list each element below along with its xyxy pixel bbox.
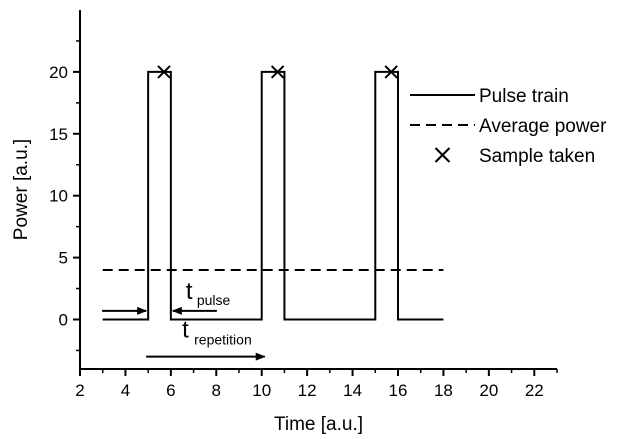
legend-label: Sample taken [479, 146, 595, 167]
x-axis-title: Time [a.u.] [274, 414, 363, 435]
x-tick-label: 4 [121, 381, 130, 400]
x-tick-label: 8 [212, 381, 221, 400]
x-tick-label: 2 [75, 381, 84, 400]
x-marker-stroke [270, 65, 285, 79]
x-marker-stroke [384, 65, 398, 79]
x-tick-label: 6 [166, 381, 175, 400]
y-tick-label: 15 [49, 125, 68, 144]
sample-marker [384, 65, 398, 79]
sample-marker [157, 65, 171, 79]
x-tick-label: 14 [343, 381, 362, 400]
legend: Pulse train Average power Sample taken [410, 86, 607, 167]
x-tick-label: 10 [252, 381, 271, 400]
pulse-train-line [102, 70, 444, 321]
x-marker-stroke [157, 65, 171, 79]
pulse-label-sub: pulse [197, 292, 231, 308]
y-tick-label: 5 [59, 249, 68, 268]
x-tick-label: 12 [298, 381, 317, 400]
y-tick-label: 0 [59, 310, 68, 329]
repetition-label-t: t [182, 317, 189, 344]
pulse-label-t: t [186, 278, 193, 305]
x-tick-label: 20 [479, 381, 498, 400]
x-tick-label: 16 [389, 381, 408, 400]
series-layer [102, 65, 444, 321]
axes: 2 4 6 8 10 12 14 16 18 20 22 0 5 10 15 20 [49, 10, 558, 400]
sample-marker [270, 65, 285, 79]
y-tick-label: 20 [49, 63, 68, 82]
legend-label: Average power [479, 116, 607, 137]
y-tick-label: 10 [49, 187, 68, 206]
repetition-label-sub: repetition [194, 332, 252, 348]
x-marker-stroke [434, 147, 451, 163]
legend-label: Pulse train [479, 86, 569, 107]
x-tick-label: 18 [434, 381, 453, 400]
x-tick-label: 22 [525, 381, 544, 400]
y-axis-title: Power [a.u.] [11, 139, 32, 240]
legend-swatch-sample-taken [434, 147, 451, 163]
